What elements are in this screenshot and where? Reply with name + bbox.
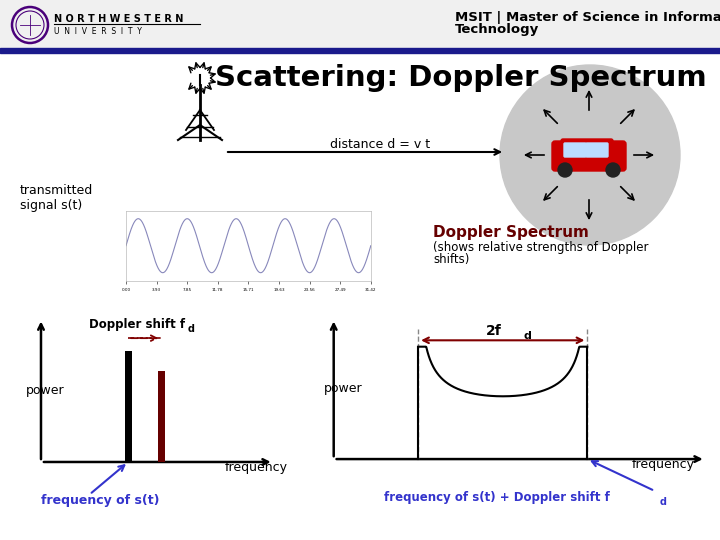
Text: N O R T H W E S T E R N: N O R T H W E S T E R N xyxy=(54,14,184,24)
Text: transmitted
signal s(t): transmitted signal s(t) xyxy=(20,184,94,212)
FancyBboxPatch shape xyxy=(586,143,608,157)
Bar xyxy=(0,48,720,53)
Text: frequency: frequency xyxy=(631,458,694,471)
Text: power: power xyxy=(323,382,362,395)
Text: Doppler Spectrum: Doppler Spectrum xyxy=(433,225,589,240)
Text: d: d xyxy=(523,331,531,341)
Text: frequency: frequency xyxy=(225,461,288,474)
FancyBboxPatch shape xyxy=(561,139,613,159)
Circle shape xyxy=(558,163,572,177)
Text: MSIT | Master of Science in Information: MSIT | Master of Science in Information xyxy=(455,10,720,24)
Text: frequency of s(t): frequency of s(t) xyxy=(41,494,160,507)
Text: (shows relative strengths of Doppler: (shows relative strengths of Doppler xyxy=(433,241,649,254)
Text: Technology: Technology xyxy=(455,24,539,37)
Bar xyxy=(0,0,720,50)
FancyBboxPatch shape xyxy=(552,141,626,171)
Text: Scattering: Doppler Spectrum: Scattering: Doppler Spectrum xyxy=(215,64,706,92)
Text: U  N  I  V  E  R  S  I  T  Y: U N I V E R S I T Y xyxy=(54,26,142,36)
Text: 2f: 2f xyxy=(486,324,502,338)
Circle shape xyxy=(500,65,680,245)
Text: power: power xyxy=(25,384,64,397)
Circle shape xyxy=(606,163,620,177)
Text: Doppler shift f: Doppler shift f xyxy=(89,318,186,330)
Text: frequency of s(t) + Doppler shift f: frequency of s(t) + Doppler shift f xyxy=(384,491,611,504)
Text: shifts): shifts) xyxy=(433,253,469,267)
Bar xyxy=(125,351,132,462)
Bar xyxy=(158,371,165,462)
Text: d: d xyxy=(660,497,667,507)
Text: distance d = v t: distance d = v t xyxy=(330,138,430,152)
FancyBboxPatch shape xyxy=(564,143,586,157)
Text: d: d xyxy=(187,323,194,334)
